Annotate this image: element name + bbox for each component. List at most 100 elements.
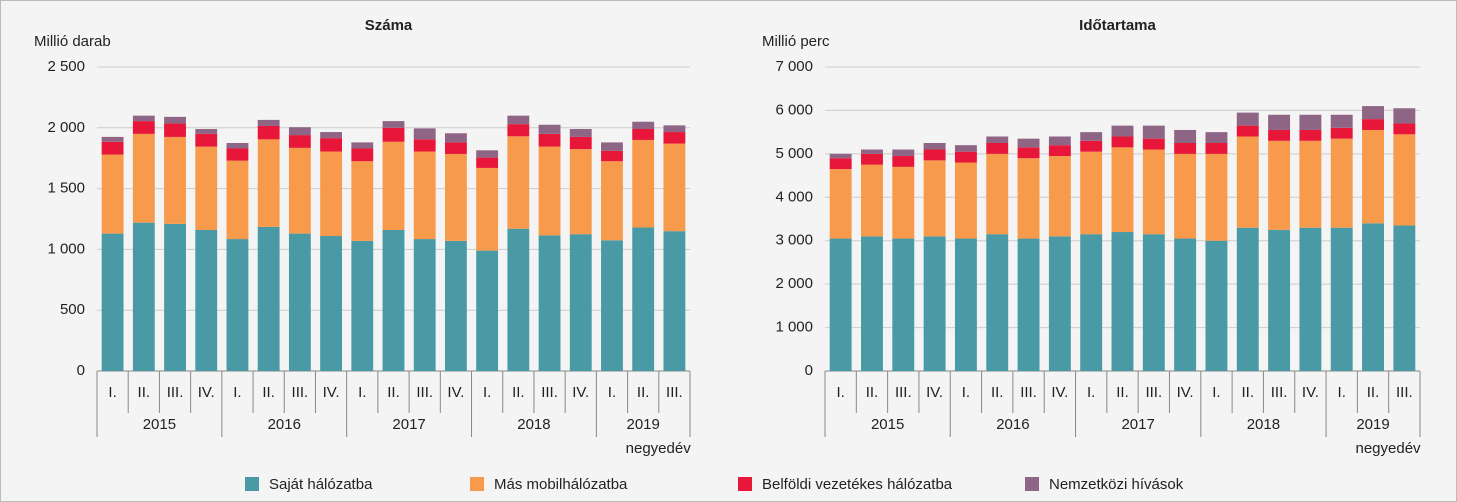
x-tick-label: I. <box>608 384 616 401</box>
x-tick-label: IV. <box>1302 384 1319 401</box>
x-tick-label: I. <box>108 384 116 401</box>
bar-segment <box>351 148 374 162</box>
bar-segment <box>132 115 155 122</box>
bar-segment <box>288 135 311 148</box>
bar-segment <box>954 238 977 371</box>
x-tick-label: I. <box>483 384 491 401</box>
x-tick-label: III. <box>666 384 683 401</box>
bar-segment <box>601 150 623 162</box>
bar-segment <box>1362 119 1384 130</box>
bar-segment <box>164 123 186 137</box>
bar-segment <box>663 125 686 133</box>
x-tick-label: I. <box>836 384 844 401</box>
bar-segment <box>569 149 592 235</box>
x-tick-label: II. <box>512 384 525 401</box>
x-tick-label: I. <box>358 384 366 401</box>
bar-segment <box>1299 140 1322 228</box>
x-tick-label: II. <box>1242 384 1255 401</box>
bar-segment <box>1142 125 1165 139</box>
bar-segment <box>226 239 249 371</box>
bar-segment <box>1174 153 1197 239</box>
bar-segment <box>507 136 530 229</box>
y-tick-label: 7 000 <box>775 58 813 75</box>
x-tick-label: II. <box>387 384 400 401</box>
bar-segment <box>861 164 883 237</box>
bar-segment <box>892 166 915 239</box>
x-tick-label: IV. <box>447 384 464 401</box>
bar-segment <box>1205 132 1228 143</box>
bar-segment <box>257 139 280 227</box>
x-tick-label: II. <box>262 384 275 401</box>
x-group-label: 2015 <box>871 416 904 433</box>
bar-segment <box>892 238 915 371</box>
bar-segment <box>1393 108 1416 124</box>
bar-segment <box>195 229 218 371</box>
bar-segment <box>195 133 218 147</box>
bar-segment <box>413 151 436 240</box>
y-tick-label: 0 <box>77 362 85 379</box>
x-group-label: 2016 <box>996 416 1029 433</box>
bar-segment <box>413 128 436 140</box>
x-tick-label: IV. <box>572 384 589 401</box>
y-tick-label: 6 000 <box>775 101 813 118</box>
bar-segment <box>320 132 343 139</box>
bar-segment <box>1299 114 1322 130</box>
bar-segment <box>195 146 218 230</box>
bar-segment <box>538 146 561 236</box>
bar-segment <box>164 136 186 224</box>
bar-segment <box>954 145 977 152</box>
bar-segment <box>257 119 280 126</box>
x-tick-label: III. <box>1145 384 1162 401</box>
x-tick-label: III. <box>541 384 558 401</box>
bar-segment <box>101 136 124 142</box>
bar-segment <box>444 142 467 154</box>
bar-segment <box>892 149 915 157</box>
x-tick-label: II. <box>1367 384 1380 401</box>
bar-segment <box>986 136 1009 143</box>
bar-segment <box>1174 143 1197 154</box>
bar-segment <box>1205 143 1228 154</box>
x-tick-label: I. <box>1338 384 1346 401</box>
y-tick-label: 2 000 <box>47 119 85 136</box>
bar-segment <box>569 129 592 137</box>
y-tick-label: 1 000 <box>47 240 85 257</box>
bar-segment <box>829 158 852 170</box>
bar-segment <box>601 240 623 371</box>
bar-segment <box>132 133 155 223</box>
bar-segment <box>1017 138 1040 148</box>
bar-segment <box>1330 227 1353 371</box>
bar-segment <box>829 153 852 159</box>
x-tick-label: III. <box>1271 384 1288 401</box>
bar-segment <box>632 129 655 140</box>
x-tick-label: I. <box>962 384 970 401</box>
bar-segment <box>1174 238 1197 371</box>
bar-segment <box>382 121 405 128</box>
bar-segment <box>1268 129 1291 141</box>
bar-segment <box>382 229 405 371</box>
bar-segment <box>632 121 655 130</box>
x-group-label: 2018 <box>1247 416 1280 433</box>
x-tick-label: IV. <box>198 384 215 401</box>
x-group-label: 2018 <box>517 416 550 433</box>
bar-segment <box>1330 138 1353 228</box>
bar-segment <box>1142 234 1165 371</box>
bar-segment <box>476 150 499 158</box>
bar-segment <box>101 154 124 234</box>
bar-segment <box>320 236 343 371</box>
bar-segment <box>320 138 343 152</box>
bar-segment <box>632 227 655 371</box>
bar-segment <box>1080 151 1103 235</box>
x-tick-label: IV. <box>1177 384 1194 401</box>
bar-segment <box>1080 132 1103 141</box>
y-tick-label: 5 000 <box>775 145 813 162</box>
x-tick-label: II. <box>1116 384 1129 401</box>
y-tick-label: 1 500 <box>47 180 85 197</box>
bar-segment <box>861 236 883 371</box>
bar-segment <box>382 141 405 230</box>
bar-segment <box>1111 147 1134 233</box>
x-tick-label: III. <box>1020 384 1037 401</box>
x-group-label: 2015 <box>143 416 176 433</box>
bar-segment <box>923 160 946 237</box>
bar-segment <box>288 147 311 234</box>
bar-segment <box>288 233 311 371</box>
